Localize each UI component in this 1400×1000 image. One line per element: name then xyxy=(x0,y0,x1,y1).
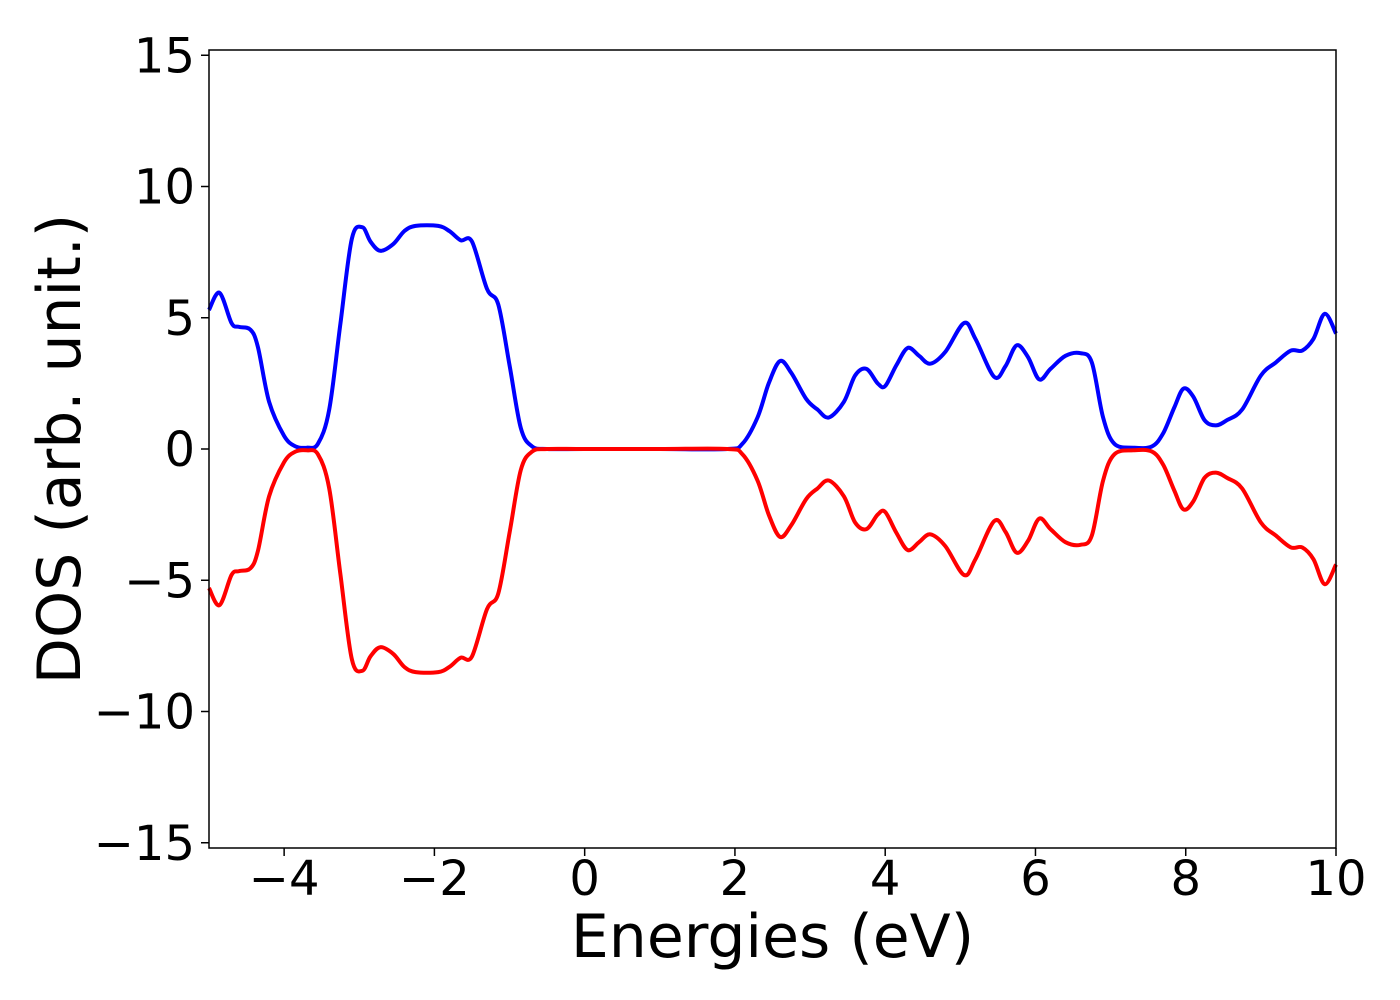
series-line-0 xyxy=(207,223,1338,452)
y-axis-title: DOS (arb. unit.) xyxy=(25,214,95,684)
y-tick-label: 0 xyxy=(164,422,195,478)
x-tick-label: 4 xyxy=(870,851,901,907)
y-tick-label: 15 xyxy=(134,28,195,84)
y-tick-label: −5 xyxy=(124,553,195,609)
plot-frame xyxy=(208,49,1337,849)
y-tick-label: 5 xyxy=(164,291,195,347)
x-tick-label: 10 xyxy=(1305,851,1366,907)
y-tick-label: −10 xyxy=(94,685,195,741)
x-tick-label: 8 xyxy=(1170,851,1201,907)
y-tick-label: 10 xyxy=(134,160,195,216)
x-tick-label: −2 xyxy=(399,851,470,907)
y-tick-label: −15 xyxy=(94,816,195,872)
x-axis-title: Energies (eV) xyxy=(571,902,974,972)
series-line-1 xyxy=(207,446,1338,675)
x-tick-label: 6 xyxy=(1020,851,1051,907)
series-layer xyxy=(207,223,1338,675)
x-tick-label: −4 xyxy=(249,851,320,907)
x-tick-label: 0 xyxy=(569,851,600,907)
x-tick-label: 2 xyxy=(720,851,751,907)
ticks-layer: −4 −2 0 2 4 6 8 10 −15 −10 −5 0 5 10 15 xyxy=(94,28,1367,907)
